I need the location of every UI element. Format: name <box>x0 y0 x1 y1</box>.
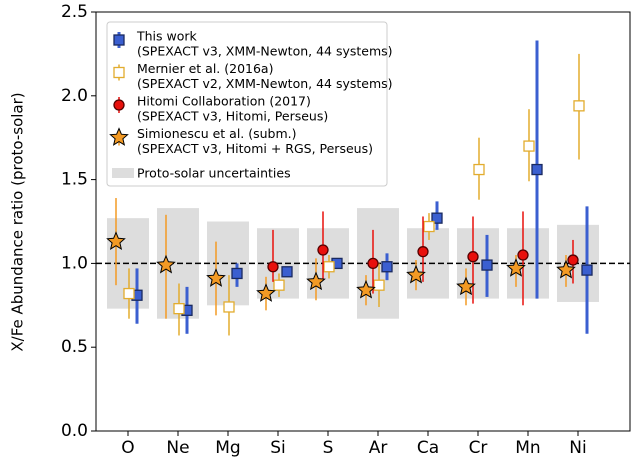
data-point <box>567 254 579 266</box>
legend-marker <box>113 66 125 79</box>
x-tick-label: Mg <box>215 438 240 458</box>
legend-box <box>106 21 388 187</box>
legend-note: (SPEXACT v3, Hitomi + RGS, Perseus) <box>137 141 373 156</box>
data-point <box>273 279 285 291</box>
y-tick-label: 0.5 <box>61 337 88 357</box>
data-point <box>467 251 479 263</box>
y-tick-label: 1.0 <box>61 253 88 273</box>
data-point <box>531 163 543 176</box>
legend-note: (SPEXACT v3, XMM-Newton, 44 systems) <box>137 44 393 59</box>
data-point <box>356 279 376 299</box>
x-tick-label: Si <box>270 438 286 458</box>
data-point <box>506 258 526 277</box>
data-point <box>206 268 226 287</box>
data-point <box>256 283 276 302</box>
legend-marker <box>113 34 125 46</box>
y-tick-label: 2.0 <box>61 86 88 106</box>
data-point <box>231 267 243 280</box>
data-point <box>373 279 385 291</box>
x-tick-label: S <box>323 438 334 458</box>
legend-label: Proto-solar uncertainties <box>137 166 291 181</box>
data-point <box>367 257 379 270</box>
x-tick-label: Ar <box>369 438 388 458</box>
legend-note: (SPEXACT v3, Hitomi, Perseus) <box>137 109 328 124</box>
y-tick-label: 0.0 <box>61 421 88 441</box>
data-point <box>581 264 593 276</box>
data-point <box>156 254 176 274</box>
data-point <box>431 212 443 224</box>
legend: This work(SPEXACT v3, XMM-Newton, 44 sys… <box>106 21 393 187</box>
data-point <box>456 276 476 296</box>
legend-label: Simionescu et al. (subm.) <box>137 126 297 141</box>
x-tick-label: Ca <box>417 438 439 458</box>
data-point <box>473 163 485 176</box>
data-point <box>317 244 329 256</box>
data-point <box>173 303 185 315</box>
legend-label: Mernier et al. (2016a) <box>137 61 273 76</box>
data-point <box>573 100 585 112</box>
data-point <box>523 140 535 152</box>
x-tick-label: Mn <box>515 438 540 458</box>
data-point <box>106 231 126 250</box>
data-point <box>267 261 279 273</box>
x-tick-label: Ne <box>166 438 189 458</box>
x-tick-label: Ni <box>569 438 586 458</box>
legend-marker <box>109 127 129 146</box>
data-point <box>417 246 429 258</box>
y-axis-label: X/Fe Abundance ratio (proto-solar) <box>9 92 27 351</box>
data-point <box>481 259 493 271</box>
y-tick-label: 1.5 <box>61 170 88 190</box>
y-tick-label: 2.5 <box>61 2 88 22</box>
legend-swatch <box>112 168 134 178</box>
data-point <box>123 287 135 300</box>
legend-label: This work <box>136 29 198 44</box>
data-point <box>517 249 529 261</box>
data-point <box>406 264 426 284</box>
x-tick-label: O <box>121 438 134 458</box>
data-point <box>556 259 576 279</box>
legend-label: Hitomi Collaboration (2017) <box>137 94 311 109</box>
data-point <box>381 261 393 273</box>
data-point <box>281 266 293 278</box>
data-point <box>223 301 235 313</box>
legend-note: (SPEXACT v2, XMM-Newton, 44 systems) <box>137 76 393 91</box>
x-tick-label: Cr <box>469 438 488 458</box>
legend-marker <box>113 99 125 111</box>
plot-frame <box>95 11 631 432</box>
data-point <box>323 261 335 273</box>
data-point <box>423 220 435 233</box>
data-point <box>306 271 326 291</box>
